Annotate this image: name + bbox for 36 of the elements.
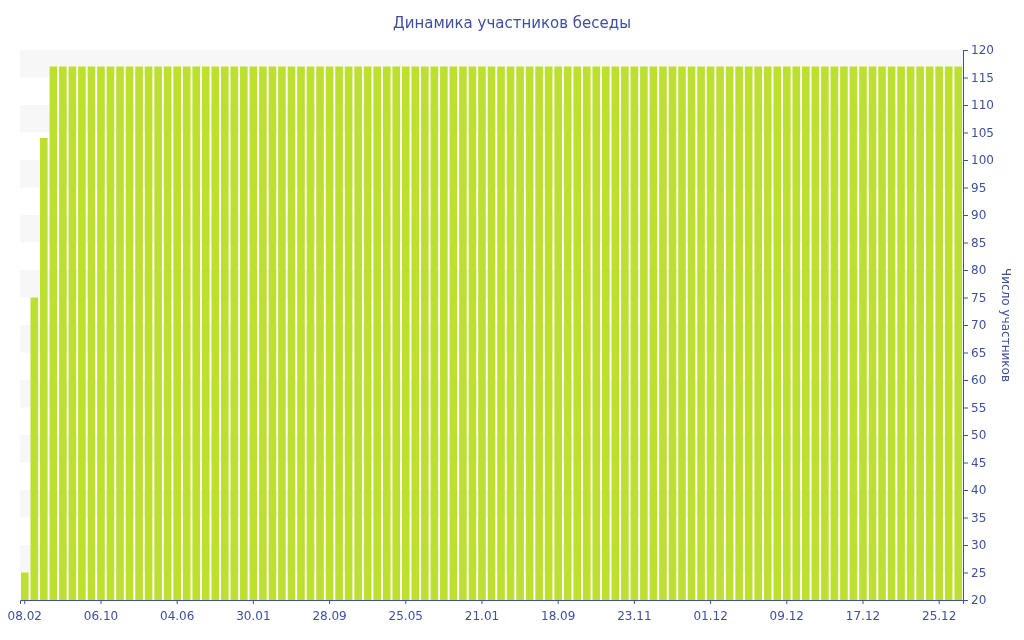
y-tick-label: 20: [971, 593, 987, 608]
y-tick-label: 90: [971, 208, 987, 223]
x-tick-label: 08.02: [7, 609, 42, 624]
y-tick-label: 115: [971, 70, 994, 85]
y-tick-label: 30: [971, 538, 987, 553]
y-tick-label: 110: [971, 98, 994, 113]
x-tick-label: 23.11: [617, 609, 652, 624]
y-tick-label: 80: [971, 263, 987, 278]
x-tick-label: 17.12: [845, 609, 881, 624]
y-tick-label: 70: [971, 318, 987, 333]
y-tick-label: 35: [971, 510, 987, 525]
y-tick-label: 85: [971, 235, 987, 250]
y-tick-label: 55: [971, 400, 987, 415]
x-tick-label: 18.09: [541, 609, 576, 624]
x-tick-label: 28.09: [312, 609, 347, 624]
chart-title: Динамика участников беседы: [392, 14, 632, 32]
x-tick-label: 25.12: [922, 609, 957, 624]
x-tick-label: 09.12: [769, 609, 804, 624]
x-tick-label: 04.06: [159, 609, 195, 624]
x-tick-label: 01.12: [693, 609, 728, 624]
y-tick-label: 75: [971, 290, 987, 305]
y-tick-label: 40: [971, 483, 987, 498]
y-tick-label: 100: [971, 153, 994, 168]
y-axis-title: Число участников: [999, 268, 1013, 382]
x-tick-label: 30.01: [236, 609, 271, 624]
y-tick-label: 25: [971, 565, 987, 580]
x-tick-label: 25.05: [388, 609, 423, 624]
x-tick-label: 21.01: [464, 609, 500, 624]
y-tick-label: 120: [971, 43, 994, 58]
y-tick-label: 60: [971, 373, 987, 388]
y-tick-label: 95: [971, 180, 987, 195]
y-tick-label: 50: [971, 428, 987, 443]
y-tick-label: 105: [971, 125, 994, 140]
y-tick-label: 45: [971, 455, 987, 470]
x-tick-label: 06.10: [83, 609, 119, 624]
y-tick-label: 65: [971, 345, 987, 360]
